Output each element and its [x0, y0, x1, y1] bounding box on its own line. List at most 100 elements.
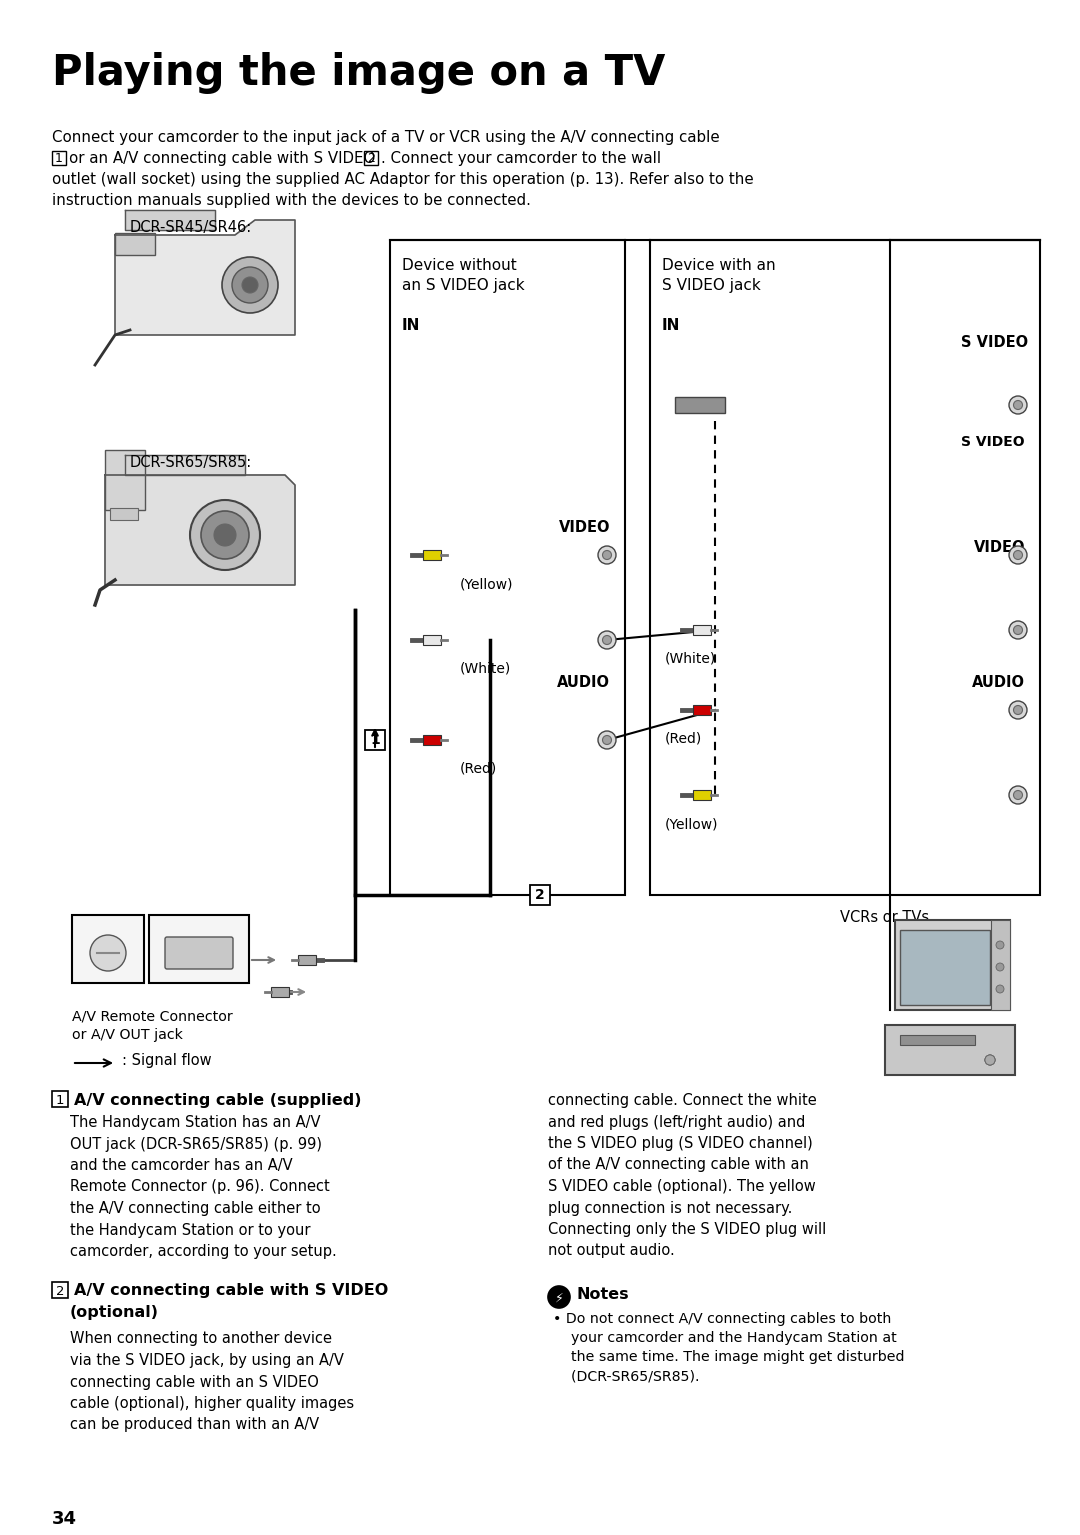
- Text: not output audio.: not output audio.: [548, 1243, 675, 1259]
- Circle shape: [242, 276, 258, 293]
- Text: Playing the image on a TV: Playing the image on a TV: [52, 52, 665, 94]
- Text: A/V R: A/V R: [94, 919, 122, 930]
- Bar: [364, 150, 378, 164]
- Circle shape: [985, 1055, 995, 1065]
- Text: A/V connecting cable (supplied): A/V connecting cable (supplied): [75, 1093, 362, 1108]
- Text: 2: 2: [56, 1285, 64, 1299]
- Text: OUT jack (DCR-SR65/SR85) (p. 99): OUT jack (DCR-SR65/SR85) (p. 99): [70, 1136, 322, 1151]
- Circle shape: [1009, 701, 1027, 718]
- Circle shape: [603, 635, 611, 645]
- Text: connecting cable with an S VIDEO: connecting cable with an S VIDEO: [70, 1374, 319, 1389]
- Bar: [271, 987, 289, 998]
- Text: Remote Connector (p. 96). Connect: Remote Connector (p. 96). Connect: [70, 1179, 329, 1194]
- Bar: [675, 398, 725, 413]
- Bar: [650, 239, 1040, 895]
- Bar: [114, 233, 156, 255]
- Polygon shape: [114, 220, 295, 335]
- Text: 2: 2: [367, 152, 375, 164]
- Circle shape: [985, 1055, 995, 1065]
- Text: can be produced than with an A/V: can be produced than with an A/V: [70, 1417, 319, 1432]
- Circle shape: [598, 546, 616, 563]
- Bar: [530, 886, 550, 906]
- Circle shape: [1013, 791, 1023, 800]
- Circle shape: [1009, 622, 1027, 639]
- Circle shape: [232, 267, 268, 302]
- Circle shape: [1009, 546, 1027, 563]
- Text: and red plugs (left/right audio) and: and red plugs (left/right audio) and: [548, 1114, 806, 1130]
- Text: S VIDEO jack: S VIDEO jack: [662, 278, 760, 293]
- Circle shape: [1013, 401, 1023, 410]
- Text: DCR-SR45/SR46:: DCR-SR45/SR46:: [130, 220, 253, 235]
- Circle shape: [1013, 551, 1023, 559]
- Circle shape: [548, 1286, 570, 1308]
- Text: and the camcorder has an A/V: and the camcorder has an A/V: [70, 1157, 293, 1173]
- Bar: [423, 550, 441, 560]
- Text: Device with an: Device with an: [662, 258, 775, 273]
- Circle shape: [214, 523, 237, 546]
- Circle shape: [996, 985, 1004, 993]
- Text: connecting cable. Connect the white: connecting cable. Connect the white: [548, 1093, 816, 1108]
- Circle shape: [996, 962, 1004, 972]
- Text: the S VIDEO plug (S VIDEO channel): the S VIDEO plug (S VIDEO channel): [548, 1136, 813, 1151]
- Bar: [900, 1035, 975, 1045]
- Polygon shape: [105, 474, 295, 585]
- Text: VIDEO: VIDEO: [558, 520, 610, 536]
- Bar: [365, 731, 384, 751]
- Text: AUDIO: AUDIO: [972, 675, 1025, 691]
- Text: (Red): (Red): [665, 732, 702, 746]
- Text: A/V Remote Connector: A/V Remote Connector: [72, 1010, 233, 1024]
- FancyBboxPatch shape: [165, 936, 233, 969]
- Text: . Connect your camcorder to the wall: . Connect your camcorder to the wall: [381, 150, 661, 166]
- Bar: [991, 919, 1010, 1010]
- Text: the Handycam Station or to your: the Handycam Station or to your: [70, 1222, 311, 1237]
- Bar: [900, 930, 990, 1005]
- Circle shape: [1013, 625, 1023, 634]
- Text: (Yellow): (Yellow): [665, 817, 718, 830]
- Bar: [105, 450, 145, 510]
- Text: cable (optional), higher quality images: cable (optional), higher quality images: [70, 1395, 354, 1411]
- Text: S VIDEO cable (optional). The yellow: S VIDEO cable (optional). The yellow: [548, 1179, 815, 1194]
- Bar: [895, 919, 1010, 1010]
- Text: Notes: Notes: [576, 1286, 629, 1302]
- Text: S VIDEO: S VIDEO: [961, 335, 1028, 350]
- Text: : Signal flow: : Signal flow: [122, 1053, 212, 1068]
- Circle shape: [1009, 396, 1027, 414]
- Text: VCRs or TVs: VCRs or TVs: [840, 910, 929, 926]
- Circle shape: [190, 500, 260, 569]
- Text: A/V OUT: A/V OUT: [172, 919, 226, 933]
- Bar: [72, 915, 144, 982]
- Text: instruction manuals supplied with the devices to be connected.: instruction manuals supplied with the de…: [52, 193, 531, 209]
- Text: 1: 1: [56, 1094, 64, 1107]
- Circle shape: [603, 551, 611, 559]
- Text: DCR-SR65/SR85:: DCR-SR65/SR85:: [130, 454, 253, 470]
- Text: or A/V OUT jack: or A/V OUT jack: [72, 1028, 183, 1042]
- Bar: [423, 635, 441, 645]
- Bar: [52, 1282, 68, 1297]
- Polygon shape: [125, 210, 215, 230]
- Text: Device without: Device without: [402, 258, 516, 273]
- Circle shape: [90, 935, 126, 972]
- Text: (White): (White): [665, 652, 716, 666]
- Circle shape: [222, 256, 278, 313]
- Text: or an A/V connecting cable with S VIDEO: or an A/V connecting cable with S VIDEO: [69, 150, 376, 166]
- Text: Connecting only the S VIDEO plug will: Connecting only the S VIDEO plug will: [548, 1222, 826, 1237]
- Bar: [52, 150, 66, 164]
- Text: 2: 2: [535, 889, 545, 903]
- Text: your camcorder and the Handycam Station at: your camcorder and the Handycam Station …: [553, 1331, 896, 1345]
- Text: via the S VIDEO jack, by using an A/V: via the S VIDEO jack, by using an A/V: [70, 1352, 343, 1368]
- Circle shape: [985, 1055, 995, 1065]
- Text: of the A/V connecting cable with an: of the A/V connecting cable with an: [548, 1157, 809, 1173]
- Bar: [110, 508, 138, 520]
- Text: When connecting to another device: When connecting to another device: [70, 1331, 332, 1346]
- Text: AUDIO: AUDIO: [557, 675, 610, 691]
- Text: (DCR-SR65/SR85).: (DCR-SR65/SR85).: [553, 1369, 700, 1383]
- Circle shape: [996, 941, 1004, 949]
- Circle shape: [1009, 786, 1027, 804]
- Text: (White): (White): [460, 662, 511, 675]
- Bar: [423, 735, 441, 744]
- Bar: [693, 625, 711, 635]
- Text: camcorder, according to your setup.: camcorder, according to your setup.: [70, 1243, 337, 1259]
- Text: 1: 1: [370, 734, 380, 748]
- Text: The Handycam Station has an A/V: The Handycam Station has an A/V: [70, 1114, 321, 1130]
- Text: ⚡: ⚡: [555, 1292, 564, 1305]
